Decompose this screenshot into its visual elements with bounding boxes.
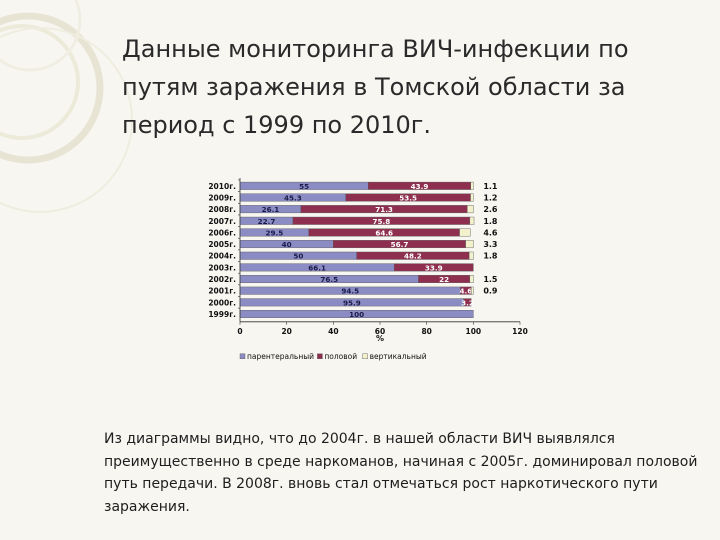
data-label: 45.3 (284, 193, 302, 202)
bar-segment (463, 298, 472, 307)
data-label: 50 (293, 252, 303, 261)
x-tick-label: 60 (375, 327, 385, 336)
data-label: 43.9 (411, 182, 429, 191)
category-label: 2004г. (208, 252, 236, 261)
legend-swatch (362, 353, 368, 360)
data-label: 53.5 (399, 193, 417, 202)
data-label: 4.6 (483, 228, 498, 237)
data-label: 56.7 (391, 240, 409, 249)
data-label: 1.2 (483, 193, 497, 202)
bar-segment (468, 251, 474, 260)
axes-layer: 2010г.2009г.2008г.2007г.2006г.2005г.2004… (208, 178, 528, 343)
x-tick-label: 80 (421, 327, 431, 336)
bar-segment (459, 228, 471, 237)
data-label: 1.8 (483, 252, 498, 261)
slide-caption: Из диаграммы видно, что до 2004г. в наше… (104, 431, 698, 515)
bar-segment (394, 263, 474, 272)
bars-layer: 55 43.9 1.1 45.3 53.5 1.2 26.1 71.3 2.6 22.7 75.8 1… (239, 181, 498, 319)
data-label: 95.9 (343, 298, 361, 307)
legend-swatch (317, 353, 323, 360)
data-label: 33.9 (425, 263, 443, 272)
data-label: 64.6 (375, 228, 393, 237)
legend-label: половой (324, 352, 357, 361)
data-label: 3.2 (461, 298, 474, 307)
data-label: 2.6 (483, 205, 498, 214)
category-label: 2003г. (208, 263, 236, 272)
data-label: 1.5 (483, 275, 498, 284)
legend-label: парентеральный (247, 352, 314, 361)
data-label: 48.2 (404, 252, 422, 261)
category-label: 2001г. (208, 287, 236, 296)
data-label: 100 (349, 310, 364, 319)
data-label: 66.1 (308, 263, 326, 272)
legend-label: вертикальный (370, 352, 427, 361)
data-label: 0.9 (483, 287, 498, 296)
bar-segment (471, 286, 474, 295)
data-label: 76.5 (320, 275, 338, 284)
category-label: 1999г. (208, 310, 236, 319)
x-tick-label: 40 (328, 327, 338, 336)
category-label: 2002г. (208, 275, 236, 284)
data-label: 94.5 (341, 287, 359, 296)
x-axis-label: % (376, 334, 384, 343)
data-label: 40 (282, 240, 292, 249)
bar-segment (469, 275, 474, 283)
category-label: 2007г. (208, 217, 236, 226)
category-label: 2006г. (208, 228, 236, 237)
data-label: 22.7 (258, 217, 276, 226)
data-label: 3.3 (483, 240, 497, 249)
bar-segment (465, 240, 474, 249)
data-label: 1.8 (483, 217, 498, 226)
x-tick-label: 0 (237, 327, 242, 336)
bar-segment (470, 193, 474, 202)
legend: парентеральный половой вертикальный (239, 352, 427, 361)
x-tick-label: 100 (466, 327, 482, 336)
data-label: 22 (439, 275, 449, 284)
data-label: 75.8 (373, 217, 391, 226)
decorative-circles (0, 0, 133, 213)
category-label: 2009г. (208, 193, 236, 202)
data-label: 29.5 (266, 228, 284, 237)
data-label: 71.3 (375, 205, 393, 214)
legend-swatch (239, 353, 246, 360)
data-label: 55 (299, 182, 309, 191)
data-label: 1.1 (483, 182, 498, 191)
stacked-bar-chart: 55 43.9 1.1 45.3 53.5 1.2 26.1 71.3 2.6 22.7 75.8 1… (208, 178, 528, 361)
category-label: 2000г. (208, 298, 236, 307)
category-label: 2010г. (208, 182, 236, 191)
bar-segment (467, 205, 474, 214)
category-label: 2008г. (208, 205, 236, 214)
data-label: 26.1 (262, 205, 280, 214)
bar-segment (469, 216, 475, 225)
x-tick-label: 120 (512, 327, 528, 336)
slide-title: Данные мониторинга ВИЧ-инфекции по путям… (122, 35, 629, 139)
data-label: 4.6 (459, 287, 472, 296)
category-label: 2005г. (208, 240, 236, 249)
bar-segment (470, 181, 474, 190)
x-tick-label: 20 (281, 327, 291, 336)
